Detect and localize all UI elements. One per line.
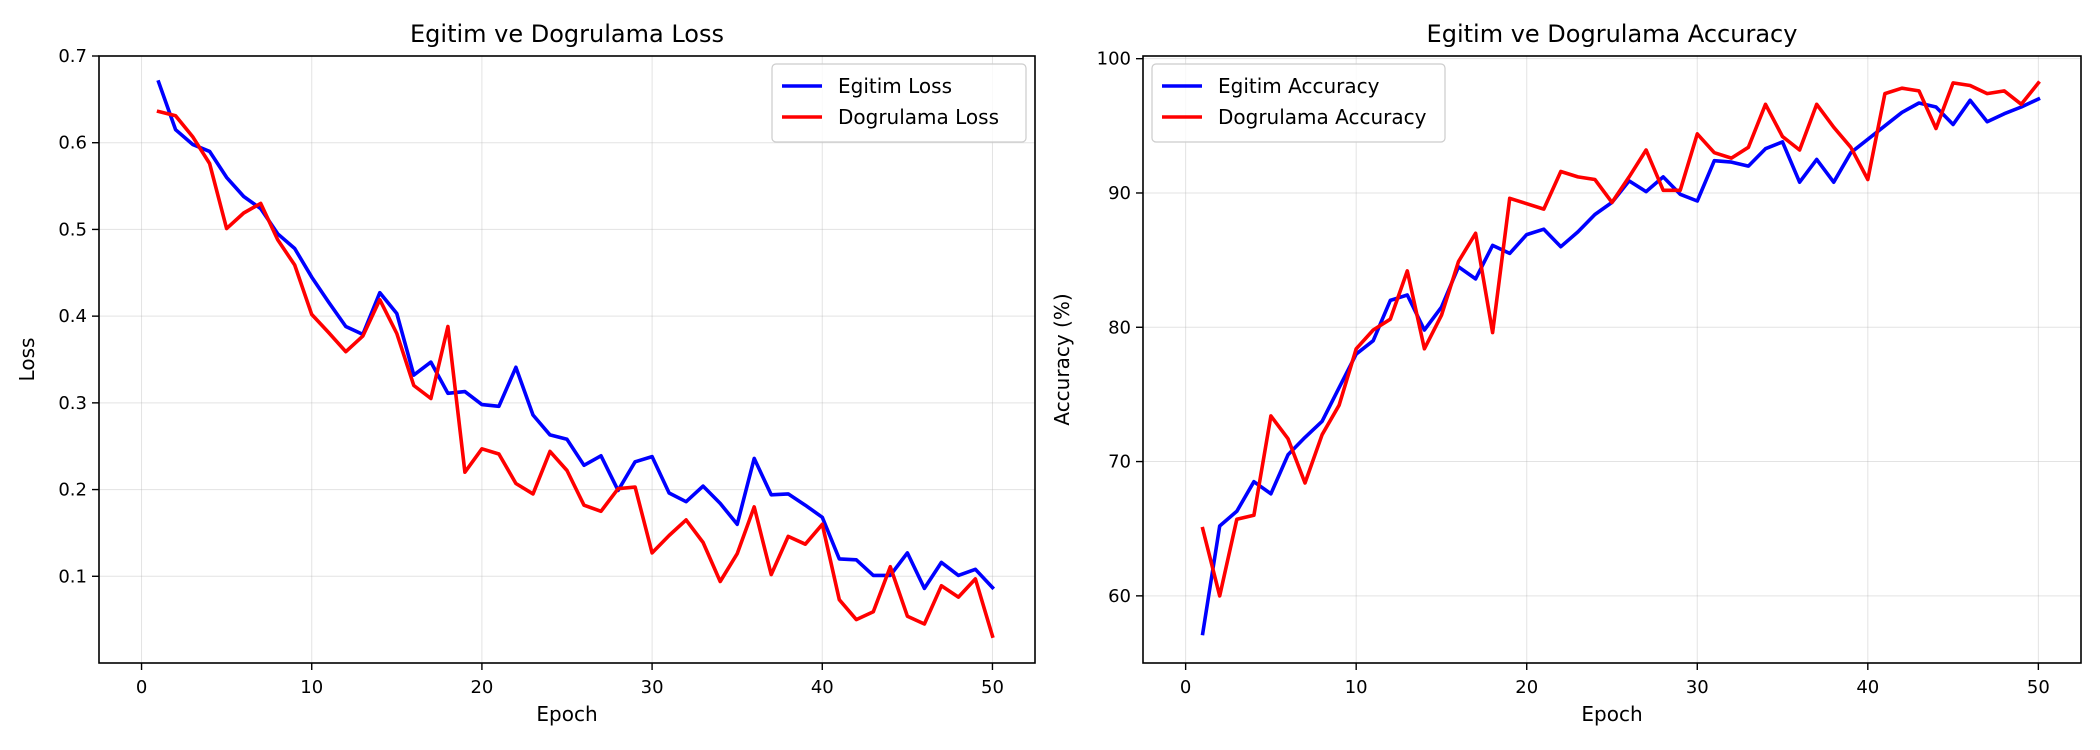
accuracy-legend-label-dogrulama: Dogrulama Accuracy — [1218, 105, 1427, 129]
loss-legend-box — [771, 63, 1027, 143]
loss-x-tick-label: 10 — [300, 677, 323, 698]
accuracy-legend-box — [1151, 63, 1446, 143]
loss-x-tick-label: 30 — [641, 677, 664, 698]
loss-y-axis-label: Loss — [15, 338, 39, 382]
accuracy-grid — [1143, 56, 2081, 663]
loss-y-tick-label: 0.5 — [58, 219, 87, 240]
accuracy-chart-title: Egitim ve Dogrulama Accuracy — [1427, 20, 1798, 48]
loss-x-tick-label: 40 — [811, 677, 834, 698]
loss-y-tick-label: 0.1 — [58, 566, 87, 587]
loss-chart-panel: 0 10 20 30 40 50 0.1 0.2 0.3 0.4 0.5 0.6 0.7 Egitim … — [15, 20, 1036, 726]
loss-ticks: 0 10 20 30 40 50 0.1 0.2 0.3 0.4 0.5 0.6 0.7 — [58, 46, 1004, 698]
accuracy-x-tick-label: 20 — [1515, 677, 1538, 698]
loss-grid — [99, 55, 1035, 663]
accuracy-y-tick-label: 70 — [1108, 452, 1131, 473]
loss-series — [156, 79, 996, 639]
accuracy-x-tick-label: 30 — [1686, 677, 1709, 698]
accuracy-y-tick-label: 100 — [1097, 49, 1131, 70]
accuracy-y-tick-label: 60 — [1108, 586, 1131, 607]
accuracy-ticks: 0 10 20 30 40 50 60 70 80 90 100 — [1097, 49, 2050, 698]
accuracy-legend: Egitim Accuracy Dogrulama Accuracy — [1151, 63, 1446, 143]
loss-y-tick-label: 0.2 — [58, 480, 87, 501]
accuracy-series — [1200, 80, 2041, 636]
accuracy-legend-label-egitim: Egitim Accuracy — [1218, 74, 1380, 98]
loss-x-tick-label: 0 — [136, 677, 147, 698]
loss-y-tick-label: 0.7 — [58, 46, 87, 67]
loss-series-dogrulama-line — [156, 109, 995, 639]
accuracy-x-axis-label: Epoch — [1581, 702, 1642, 726]
accuracy-x-tick-label: 50 — [2027, 677, 2050, 698]
loss-y-tick-label: 0.6 — [58, 133, 87, 154]
loss-axes-frame — [98, 55, 1036, 664]
loss-legend: Egitim Loss Dogrulama Loss — [771, 63, 1027, 143]
accuracy-y-tick-label: 90 — [1108, 183, 1131, 204]
loss-x-axis-label: Epoch — [536, 702, 597, 726]
accuracy-y-tick-label: 80 — [1108, 317, 1131, 338]
accuracy-series-dogrulama-line — [1200, 80, 2041, 598]
loss-x-tick-label: 20 — [470, 677, 493, 698]
accuracy-x-tick-label: 40 — [1856, 677, 1879, 698]
loss-x-tick-label: 50 — [981, 677, 1004, 698]
accuracy-y-axis-label: Accuracy (%) — [1050, 293, 1074, 425]
loss-y-tick-label: 0.4 — [58, 306, 87, 327]
accuracy-chart-panel: 0 10 20 30 40 50 60 70 80 90 100 Egitim ve Dogrula… — [1050, 20, 2082, 726]
loss-y-tick-label: 0.3 — [58, 393, 87, 414]
loss-legend-label-egitim: Egitim Loss — [838, 74, 952, 98]
accuracy-axes-frame — [1142, 55, 2082, 664]
loss-chart-title: Egitim ve Dogrulama Loss — [410, 20, 724, 48]
accuracy-x-tick-label: 0 — [1180, 677, 1191, 698]
loss-legend-label-dogrulama: Dogrulama Loss — [838, 105, 999, 129]
accuracy-x-tick-label: 10 — [1345, 677, 1368, 698]
loss-series-egitim-line — [156, 79, 996, 591]
